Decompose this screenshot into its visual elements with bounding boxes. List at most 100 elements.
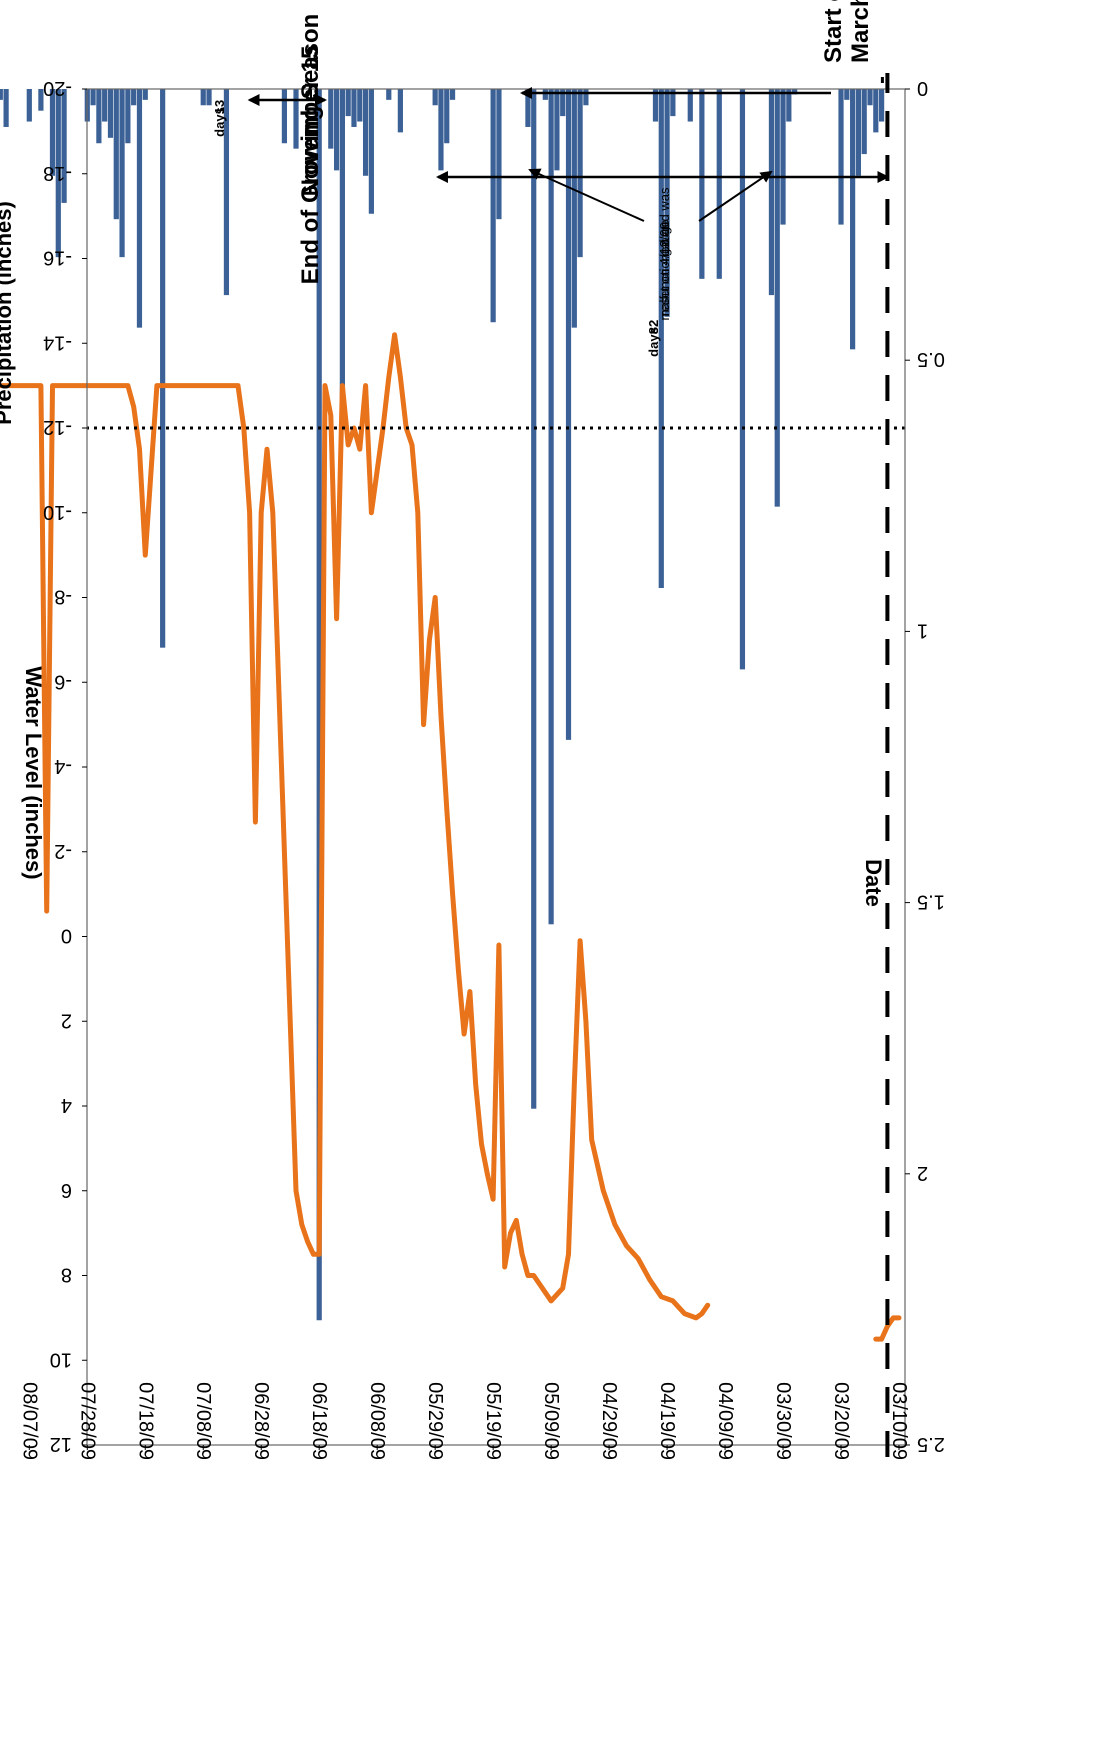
precipitation-bar [670, 89, 676, 117]
precipitation-bar [444, 89, 450, 144]
precipitation-bar [96, 89, 102, 144]
span-82-days-word: days [646, 327, 661, 357]
precipitation-bar [432, 89, 438, 106]
precipitation-bar [293, 89, 299, 149]
x-axis-title: Date [861, 859, 886, 907]
precipitation-bar [102, 89, 108, 122]
y-tick-label: -8 [54, 586, 72, 608]
x-tick-label: 07/18/09 [134, 1382, 156, 1460]
precipitation-bar [583, 89, 589, 106]
precipitation-bar [652, 89, 659, 122]
x-tick-label: 07/08/09 [192, 1382, 214, 1460]
precipitation-bar [26, 89, 32, 122]
precipitation-bar [867, 89, 873, 106]
gauge-note-line3: reset on 4/12/09 [657, 222, 672, 316]
precipitation-bar [768, 89, 775, 296]
gauge-note-line1: gauge [657, 220, 672, 256]
precipitation-bar [131, 89, 137, 106]
y-tick-label: -6 [54, 670, 72, 692]
precipitation-bar [786, 89, 792, 122]
y-axis-title: Water Level (inches) [21, 666, 46, 879]
y-tick-label: -18 [43, 162, 72, 184]
precipitation-bar [351, 89, 357, 127]
precipitation-bar [0, 89, 3, 100]
precipitation-bar [554, 89, 560, 171]
precipitation-bar [206, 89, 212, 106]
y2-tick-label: 2 [917, 1162, 928, 1184]
precipitation-bar [739, 89, 746, 670]
x-tick-label: 06/08/09 [366, 1382, 388, 1460]
precipitation-bar [61, 89, 67, 203]
y2-axis-title: Precipitation (inches) [0, 201, 16, 425]
x-tick-label: 04/19/09 [656, 1382, 678, 1460]
x-tick-label: 06/18/09 [308, 1382, 330, 1460]
precipitation-bar [333, 89, 340, 171]
y-tick-label: 0 [61, 925, 72, 947]
gauge-note-line2: malfunctioned and was [657, 187, 672, 320]
precipitation-bar [200, 89, 206, 106]
precipitation-bar [438, 89, 444, 171]
precipitation-bar [107, 89, 114, 138]
precipitation-bar [345, 89, 351, 117]
y2-tick-label: 1 [917, 619, 928, 641]
water-level-line [873, 1315, 902, 1342]
x-tick-label: 03/30/09 [772, 1382, 794, 1460]
precipitation-bar [861, 89, 867, 155]
precipitation-bar [571, 89, 577, 328]
precipitation-bar [119, 89, 125, 258]
y2-tick-label: 1.5 [917, 891, 945, 913]
precipitation-bar [548, 89, 554, 925]
precipitation-bar [160, 89, 166, 648]
y-tick-label: -4 [54, 755, 72, 777]
y-tick-label: -12 [43, 416, 72, 438]
precipitation-bar [774, 89, 780, 507]
plot-frame [86, 88, 906, 1446]
span-13-number: 13 [212, 100, 227, 114]
precipitation-bar [368, 89, 374, 214]
y-tick-label: 4 [61, 1094, 72, 1116]
x-tick-label: 03/20/09 [830, 1382, 852, 1460]
precipitation-bar [687, 89, 693, 122]
x-tick-label: 05/09/09 [540, 1382, 562, 1460]
text-layer: 03/10/09 03/20/09 03/30/09 04/09/09 04/19/09… [0, 0, 945, 1460]
precipitation-bar [113, 89, 119, 220]
precipitation-bar [525, 89, 531, 127]
end-date-label: November 15 [297, 46, 324, 197]
precipitation-bar [142, 89, 148, 100]
precipitation-bar [838, 89, 844, 225]
y-tick-label: -2 [54, 840, 72, 862]
precipitation-bar [560, 89, 566, 117]
x-tick-label: 06/28/09 [250, 1382, 272, 1460]
precipitation-bar [542, 89, 548, 100]
precipitation-bar [3, 89, 9, 127]
precipitation-bar [780, 89, 786, 225]
y-tick-label: 12 [50, 1433, 72, 1455]
y-tick-label: -16 [43, 247, 72, 269]
y-tick-label: -14 [43, 331, 72, 353]
annotation-arrows [247, 77, 890, 222]
precipitation-bar [855, 89, 862, 176]
x-tick-label: 07/28/09 [76, 1382, 98, 1460]
precipitation-bar [136, 89, 143, 328]
y-tick-label: 10 [50, 1348, 72, 1370]
precipitation-bar [658, 89, 664, 589]
precipitation-bar [316, 89, 322, 1321]
precipitation-bar [664, 89, 670, 317]
y-tick-label: 2 [61, 1009, 72, 1031]
precipitation-bar [792, 89, 798, 95]
precipitation-bar [339, 89, 345, 420]
precipitation-bar [90, 89, 96, 106]
precipitation-bar [577, 89, 583, 258]
precipitation-bar [38, 89, 44, 111]
precipitation-bar [397, 89, 403, 133]
water-level-line [0, 332, 711, 1321]
precipitation-bar [328, 89, 334, 149]
y2-tick-label: 0 [917, 77, 928, 99]
y2-tick-label: 2.5 [917, 1433, 945, 1455]
x-tick-label: 04/09/09 [714, 1382, 736, 1460]
x-tick-label: 05/19/09 [482, 1382, 504, 1460]
precipitation-bar [362, 89, 369, 176]
precipitation-bar [531, 89, 537, 1109]
